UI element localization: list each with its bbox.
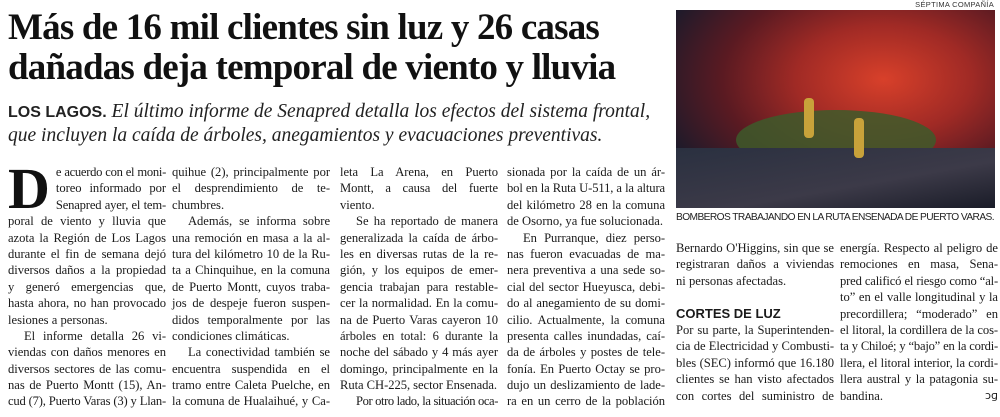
text-line: jos de despeje fueron suspen- [172, 296, 330, 311]
text-line: diversos sectores de las comu- [8, 361, 166, 376]
text-line: bles (SEC) informó que 16.180 [676, 355, 834, 370]
text-line: tramo entre Caleta Puelche, en [172, 378, 330, 393]
text-line: de Osorno, ya fue solucionada. [507, 214, 663, 229]
headline-line: dañadas deja temporal de viento y lluvia [8, 47, 616, 88]
text-line: pred calificó el riesgo como “al- [840, 273, 998, 288]
text-line: de Puerto Montt, cuyos traba- [172, 279, 330, 294]
text-line: viento. [340, 197, 375, 212]
text-line: cilio. Actualmente, la comuna [507, 312, 665, 327]
text-line: chumbres. [172, 197, 225, 212]
text-line: ra en un cerro de la población [507, 394, 665, 409]
text-line: na de Puerto Varas cayeron 10 [340, 312, 498, 327]
text-line: ta a Chinquihue, en la comuna [172, 263, 330, 278]
text-line: noche del sábado y 4 más ayer [340, 345, 498, 360]
text-line: El informe detalla 26 vi- [24, 328, 166, 343]
end-mark-icon: ɔɡ [984, 388, 998, 402]
subhead-line: que incluyen la caída de árboles, anegam… [8, 125, 603, 146]
text-line: con cortes del suministro de [676, 388, 834, 403]
text-line: registraran daños a viviendas [676, 257, 834, 272]
text-line: nas de Puerto Montt (15), An- [8, 378, 166, 393]
text-line: didos temporalmente por las [172, 312, 330, 327]
text-line: Bernardo O'Higgins, sin que se [676, 241, 834, 255]
text-line: gencia trabajan para restable- [340, 279, 498, 294]
text-line: diversos daños a la propiedad [8, 263, 166, 278]
photo-credit: SÉPTIMA COMPAÑÍA [915, 0, 994, 9]
text-line: Senapred ayer, el tem- [55, 197, 166, 212]
text-line: Por su parte, la Superintenden- [676, 322, 834, 337]
text-line: la comuna de Hualaihué, y Ca- [172, 394, 330, 409]
text-line: poral de viento y lluvia que [8, 214, 166, 229]
text-line: bol en la Ruta U-511, a la altura [507, 181, 665, 196]
text-line: llera austral y la patagonia su- [840, 372, 998, 387]
text-line: nera preventiva a una sede so- [507, 263, 665, 278]
text-line: generalizada la caída de árbo- [340, 230, 498, 245]
text-line: Se ha reportado de manera [356, 214, 498, 229]
text-line: les en diversas rutas de la re- [340, 246, 498, 261]
text-line: árboles en total: 6 durante la [340, 328, 498, 343]
text-line: condiciones climáticas. [172, 328, 290, 343]
text-line: to” en el valle longitudinal y la [840, 290, 998, 305]
text-line: energía. Respecto al peligro de [840, 241, 998, 255]
text-line: hasta ahora, no han provocado [8, 296, 166, 311]
text-line: tura del kilómetro 10 de la Ru- [172, 246, 330, 261]
text-line-with-end-mark: ɔɡ bandina. [840, 388, 998, 404]
text-line: Por otro lado, la situación oca- [356, 394, 498, 409]
text-line: da de árboles y postes de tele- [507, 345, 665, 360]
column-6: energía. Respecto al peligro de remocione… [840, 240, 998, 404]
photo-caption: BOMBEROS TRABAJANDO EN LA RUTA ENSENADA … [676, 212, 995, 223]
text-line: azota la Región de Los Lagos [8, 230, 166, 245]
text-line: Montt, a causa del fuerte [340, 181, 498, 196]
text-line: viendas con daños menores en [8, 345, 166, 360]
text-line: y generó emergencias que, [8, 279, 166, 294]
text-line: durante el fin de semana dejó [8, 246, 166, 261]
column-2: quihue (2), principalmente por el despren… [172, 164, 330, 410]
column-1: D e acuerdo con el moni-toreo informado … [8, 156, 166, 410]
text-line: el desprendimiento de te- [172, 181, 330, 196]
text-line: ta y Chiloé; y “bajo” en la cordi- [840, 339, 998, 354]
column-4: sionada por la caída de un ár-bol en la … [507, 164, 665, 410]
text-line: do al anegamiento de su domi- [507, 296, 665, 311]
text-line: dujo un deslizamiento de lade- [507, 378, 665, 393]
text-line: La conectividad también se [188, 345, 330, 360]
text-line: cud (7), Puerto Varas (3) y Llan- [8, 394, 166, 409]
text-line: el litoral, la cordillera de la cos- [840, 322, 998, 337]
text-line: remociones en masa, Sena- [840, 257, 998, 272]
text-line: clientes se han visto afectados [676, 372, 834, 387]
text-line: quihue (2), principalmente por [172, 165, 330, 179]
text-line: presenta calles inundadas, caí- [507, 328, 665, 343]
text-line: fonía. En Puerto Octay se pro- [507, 361, 665, 376]
text-line: lesiones a personas. [8, 312, 108, 327]
text-line: gión, y los equipos de emer- [340, 263, 498, 278]
text-line: Ruta CH-225, sector Ensenada. [340, 378, 497, 393]
section-title: CORTES DE LUZ [676, 305, 781, 321]
text-line: una remoción en masa a la al- [172, 230, 330, 245]
text-line: encuentra suspendida en el [172, 361, 330, 376]
subhead-line: El último informe de Senapred detalla lo… [106, 101, 651, 122]
text-line: bandina. [840, 388, 884, 403]
text-line: e acuerdo con el moni- [55, 165, 166, 179]
text-line: precordillera; “moderado” en [840, 306, 998, 321]
text-line: cer la normalidad. En la comu- [340, 296, 498, 311]
text-line: cial del sector Hueyusca, debi- [507, 279, 665, 294]
text-line: ni personas afectadas. [676, 273, 787, 288]
text-line: nas fueron evacuadas de ma- [507, 246, 665, 261]
headline: Más de 16 mil clientes sin luz y 26 casa… [8, 8, 668, 88]
column-5: Bernardo O'Higgins, sin que se registrara… [676, 240, 834, 404]
text-line: sionada por la caída de un ár- [507, 165, 665, 179]
drop-cap: D [8, 156, 50, 221]
text-line: domingo, principalmente en la [340, 361, 498, 376]
text-line: toreo informado por [55, 181, 166, 196]
text-line: llera, el litoral interior, la cordi- [840, 355, 998, 370]
text-line: cia de Electricidad y Combusti- [676, 339, 834, 354]
text-line: Además, se informa sobre [188, 214, 330, 229]
text-line: leta La Arena, en Puerto [340, 165, 498, 179]
news-photo [676, 10, 995, 208]
text-line: del kilómetro 28 en la comuna [507, 197, 665, 212]
kicker: LOS LAGOS. [8, 104, 107, 121]
text-line: En Purranque, diez perso- [523, 230, 665, 245]
column-3: leta La Arena, en Puerto Montt, a causa d… [340, 164, 498, 410]
headline-line: Más de 16 mil clientes sin luz y 26 casa… [8, 7, 600, 48]
subhead: LOS LAGOS. El último informe de Senapred… [8, 100, 668, 147]
